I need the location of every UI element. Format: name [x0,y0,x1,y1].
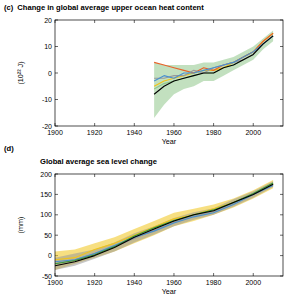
x-tick [173,273,174,276]
panel-label: (c) [4,3,14,12]
y-axis-label: (mm) [16,217,25,234]
x-tick [134,174,135,177]
x-tick-label: 1900 [47,279,63,286]
panel: (c)Change in global average upper ocean … [4,3,283,146]
x-tick-label: 1960 [166,129,182,136]
x-tick-label: 1940 [127,129,143,136]
x-tick-label: 1960 [166,279,182,286]
x-tick [134,20,135,23]
y-tick-label: 10 [44,43,52,50]
figure: (c)Change in global average upper ocean … [0,0,293,300]
y-tick [55,46,58,47]
x-tick [253,174,254,177]
x-tick-label: 1980 [206,129,222,136]
y-tick [280,214,283,215]
y-tick-label: -10 [42,96,52,103]
x-tick-label: 2000 [245,279,261,286]
series-line [55,184,273,266]
x-axis-label: Year [162,287,177,296]
x-tick [173,174,174,177]
x-tick [94,174,95,177]
series-line [55,184,273,259]
x-tick [213,20,214,23]
x-tick [94,20,95,23]
uncertainty-band [55,180,273,270]
x-tick-label: 1920 [87,279,103,286]
x-tick-label: 1900 [47,129,63,136]
x-tick [253,273,254,276]
y-tick-label: 20 [44,17,52,24]
y-tick-label: 0 [48,70,52,77]
x-tick [173,123,174,126]
x-axis-label: Year [162,137,177,146]
y-tick-label: 200 [40,171,52,178]
series-line [154,36,273,89]
y-tick [55,194,58,195]
series-line [154,33,273,86]
x-tick-label: 2000 [245,129,261,136]
x-tick [134,273,135,276]
x-tick [173,20,174,23]
x-tick [134,123,135,126]
title-text: Change in global average upper ocean hea… [17,3,204,12]
y-tick [280,255,283,256]
y-tick [280,235,283,236]
x-tick [94,123,95,126]
y-tick-label: 50 [44,232,52,239]
y-tick [280,99,283,100]
series-line [154,36,273,94]
x-tick [213,273,214,276]
x-tick [253,123,254,126]
plot-area [55,180,273,270]
y-tick [55,73,58,74]
series-line [55,185,273,261]
y-tick-label: 100 [40,211,52,218]
panel: (d)Global average sea level change-50050… [4,144,283,296]
y-axis-label: (10²² J) [16,61,25,84]
y-tick [280,194,283,195]
series-line [55,183,273,264]
plot-frame [55,20,283,126]
panel-label: (d) [4,144,14,153]
x-tick-label: 1980 [206,279,222,286]
x-tick [94,273,95,276]
x-tick-label: 1940 [127,279,143,286]
y-tick [280,73,283,74]
x-tick-label: 1920 [87,129,103,136]
x-tick [213,174,214,177]
plot-area [154,31,273,118]
x-tick [253,20,254,23]
series-line [154,36,273,81]
title: (c)Change in global average upper ocean … [4,3,204,12]
uncertainty-band [154,31,273,118]
title: Global average sea level change [40,157,157,166]
x-tick [213,123,214,126]
y-tick-label: 150 [40,191,52,198]
y-tick-label: 0 [48,252,52,259]
y-tick [55,99,58,100]
uncertainty-band [55,181,273,270]
y-tick [280,46,283,47]
plot-frame [55,174,283,276]
series-line [154,36,273,78]
y-tick [55,214,58,215]
y-tick [55,235,58,236]
background [0,0,293,300]
